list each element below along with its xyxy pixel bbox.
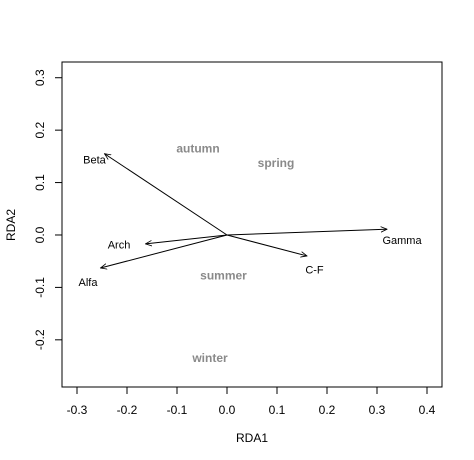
arrow-beta	[105, 154, 228, 236]
arrow-alfa	[101, 234, 228, 268]
arrow-c-f	[226, 234, 307, 256]
arrow-label-alfa: Alfa	[79, 277, 99, 289]
x-axis-title: RDA1	[236, 431, 268, 445]
y-tick-label: 0.3	[33, 69, 47, 86]
arrow-arch	[146, 234, 228, 244]
x-tick-label: -0.1	[167, 403, 188, 417]
arrow-label-gamma: Gamma	[382, 235, 422, 247]
biplot-arrows: Beta Arch Alfa Gamma C-F	[79, 154, 422, 289]
x-tick-label: 0.3	[369, 403, 386, 417]
site-label-spring: spring	[258, 156, 295, 170]
x-tick-label: -0.2	[117, 403, 138, 417]
arrow-label-c-f: C-F	[305, 265, 324, 277]
site-label-winter: winter	[191, 351, 228, 365]
y-tick-label: 0.0	[33, 226, 47, 243]
arrow-label-arch: Arch	[108, 239, 131, 251]
site-label-autumn: autumn	[176, 142, 219, 156]
x-tick-label: 0.2	[319, 403, 336, 417]
x-tick-label: -0.3	[67, 403, 88, 417]
x-axis: -0.3 -0.2 -0.1 0.0 0.1 0.2 0.3 0.4	[67, 386, 436, 417]
y-tick-label: 0.2	[33, 121, 47, 138]
y-tick-label: 0.1	[33, 174, 47, 191]
arrow-label-beta: Beta	[83, 154, 107, 166]
plot-frame	[61, 61, 443, 388]
x-tick-label: 0.4	[419, 403, 436, 417]
x-tick-label: 0.1	[269, 403, 286, 417]
y-axis-title: RDA2	[4, 209, 18, 241]
y-tick-label: -0.1	[33, 277, 47, 298]
y-axis: -0.2 -0.1 0.0 0.1 0.2 0.3	[33, 69, 63, 350]
site-labels: autumn spring summer winter	[176, 142, 294, 365]
y-tick-label: -0.2	[33, 329, 47, 350]
arrow-gamma	[226, 229, 387, 236]
site-label-summer: summer	[200, 269, 247, 283]
x-tick-label: 0.0	[219, 403, 236, 417]
